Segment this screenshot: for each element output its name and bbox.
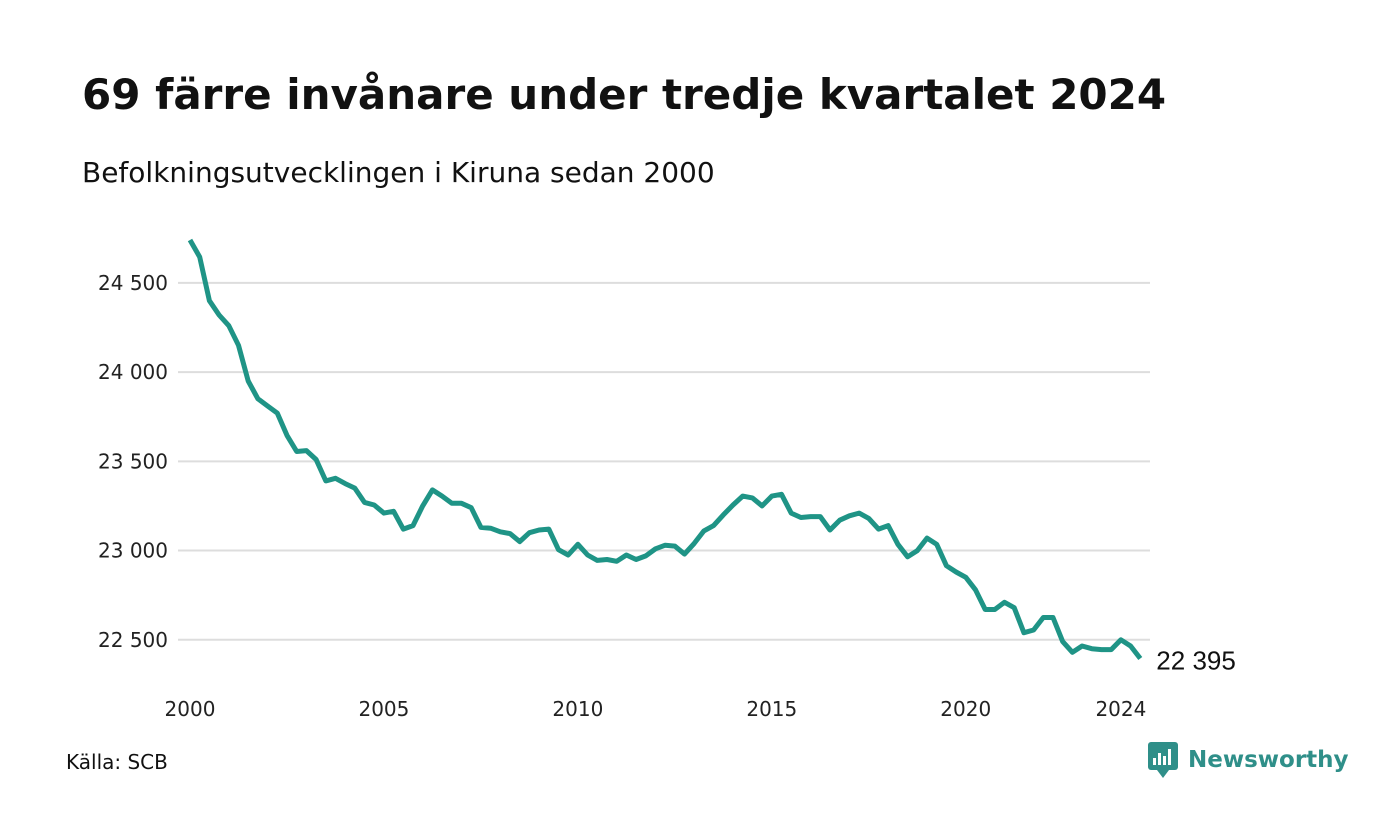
series-line-0 — [187, 238, 1143, 661]
source-note: Källa: SCB — [66, 750, 168, 774]
x-tick-label: 2024 — [1095, 697, 1146, 721]
y-tick-label: 22 500 — [98, 628, 168, 652]
chart-title: 69 färre invånare under tredje kvartalet… — [82, 70, 1167, 119]
last-value-label: 22 395 — [1156, 646, 1236, 676]
x-axis-tick-labels: 2000 2005 2010 2015 2020 2024 — [165, 697, 1147, 721]
x-tick-label: 2010 — [552, 697, 603, 721]
y-tick-label: 23 500 — [98, 449, 168, 473]
x-tick-label: 2015 — [746, 697, 797, 721]
x-tick-label: 2005 — [358, 697, 409, 721]
grid-lines — [178, 281, 1150, 641]
x-tick-label: 2020 — [940, 697, 991, 721]
y-axis-tick-labels: 22 500 23 000 23 500 24 000 24 500 — [98, 271, 168, 652]
newsworthy-logo-icon — [1148, 742, 1178, 778]
y-tick-label: 24 500 — [98, 271, 168, 295]
chart-subtitle: Befolkningsutvecklingen i Kiruna sedan 2… — [82, 156, 715, 189]
x-tick-label: 2000 — [165, 697, 216, 721]
brand-name: Newsworthy — [1188, 747, 1349, 773]
brand-logo: Newsworthy — [1148, 742, 1349, 778]
y-tick-label: 24 000 — [98, 360, 168, 384]
y-tick-label: 23 000 — [98, 539, 168, 563]
series-layer — [187, 238, 1143, 661]
